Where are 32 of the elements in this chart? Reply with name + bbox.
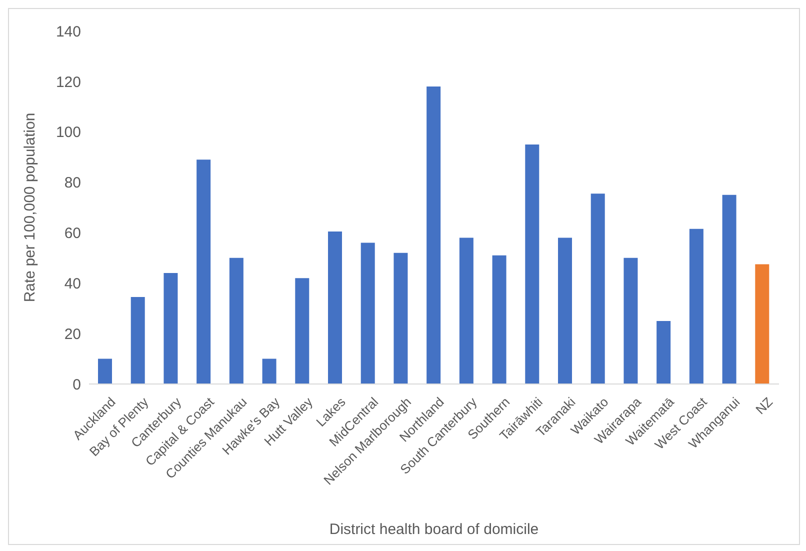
x-axis-title: District health board of domicile: [329, 521, 539, 538]
bar: [164, 273, 178, 384]
bar: [426, 86, 441, 384]
y-tick-label: 80: [64, 174, 81, 192]
bar: [624, 258, 638, 384]
y-tick-label: 140: [56, 23, 81, 40]
bar: [130, 297, 145, 384]
bar: [262, 358, 276, 384]
bar: [459, 238, 474, 384]
bar: [394, 252, 408, 384]
bar: [295, 278, 310, 384]
y-tick-label: 60: [64, 225, 81, 242]
y-tick-label: 40: [64, 275, 81, 292]
bar: [525, 144, 540, 384]
bar: [755, 264, 770, 384]
x-tick-label: NZ: [752, 394, 776, 418]
y-tick-label: 20: [64, 326, 81, 343]
bar: [328, 231, 342, 384]
bar: [590, 194, 605, 384]
bar: [492, 255, 506, 384]
y-tick-label: 120: [56, 74, 81, 91]
bar: [722, 194, 736, 384]
bar: [196, 160, 211, 384]
y-tick-label: 100: [56, 124, 81, 142]
bar: [656, 320, 671, 384]
bar: [558, 238, 572, 384]
bar: [689, 228, 704, 384]
bar: [360, 242, 375, 384]
y-tick-label: 0: [72, 376, 81, 394]
y-axis-title: Rate per 100,000 population: [21, 112, 38, 302]
bar: [229, 258, 244, 384]
bar: [98, 358, 112, 384]
